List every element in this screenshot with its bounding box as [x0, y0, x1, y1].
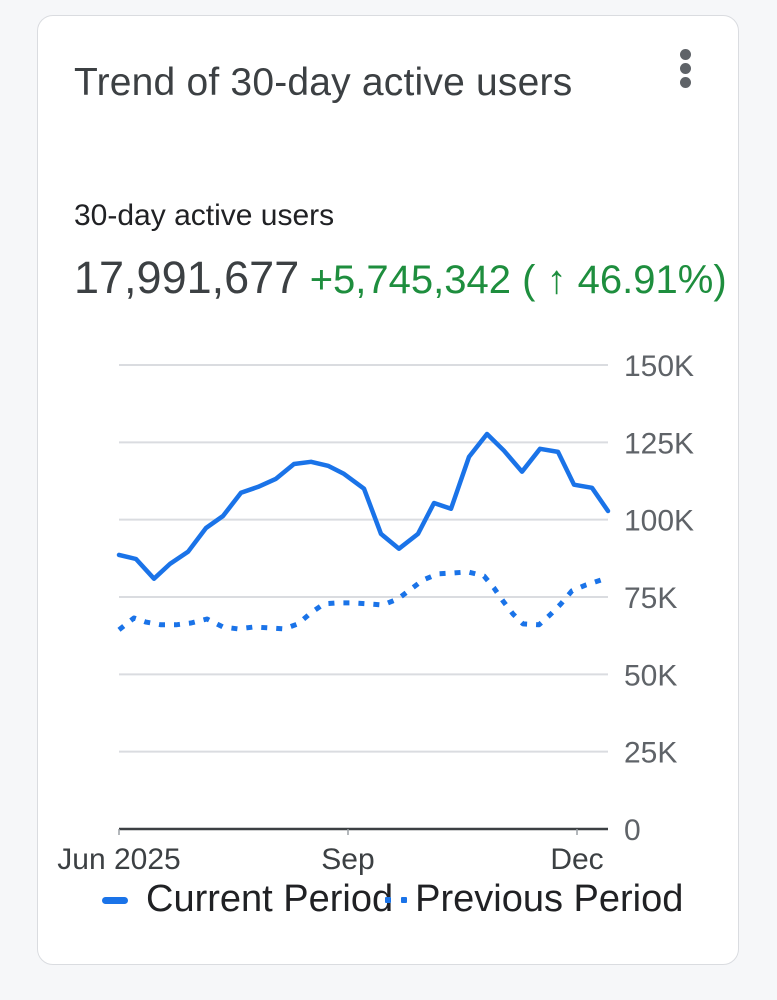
y-tick-label: 100K [624, 505, 694, 538]
chart-legend: Current Period Previous Period [102, 878, 703, 921]
x-tick-label: Jun 2025 [57, 843, 180, 876]
metric-delta: +5,745,342 ( ↑ 46.91%) [309, 258, 727, 302]
y-tick-label: 0 [624, 814, 641, 847]
more-vert-icon-dot [680, 63, 691, 74]
legend-current[interactable]: Current Period [102, 878, 393, 921]
line-chart: 0 25K 50K 75K 100K 125K 150K Jun 2025 Sep Dec [57, 350, 694, 876]
current-period-line [116, 431, 611, 581]
card-title: Trend of 30-day active users [74, 61, 573, 104]
legend-previous[interactable]: Previous Period [385, 878, 684, 921]
x-tick-label: Dec [550, 843, 603, 876]
more-vert-icon-dot [680, 77, 691, 88]
dotted-line-swatch-icon [383, 897, 409, 904]
solid-line-swatch-icon [102, 897, 128, 905]
chart-card: Trend of 30-day active users 30-day acti… [37, 15, 739, 965]
x-tick-label: Sep [321, 843, 374, 876]
y-tick-label: 150K [624, 350, 694, 383]
y-tick-label: 25K [624, 737, 677, 770]
y-tick-label: 75K [624, 582, 677, 615]
more-options-button[interactable] [675, 46, 699, 96]
metric-label: 30-day active users [74, 199, 335, 232]
y-tick-label: 125K [624, 427, 694, 460]
legend-previous-label: Previous Period [415, 878, 684, 920]
legend-current-label: Current Period [146, 878, 394, 920]
metric-value: 17,991,677 [74, 252, 300, 303]
more-vert-icon [680, 49, 691, 60]
metric-row: 17,991,677 +5,745,342 ( ↑ 46.91%) [74, 252, 727, 304]
y-tick-label: 50K [624, 659, 677, 692]
previous-period-line [117, 569, 602, 632]
